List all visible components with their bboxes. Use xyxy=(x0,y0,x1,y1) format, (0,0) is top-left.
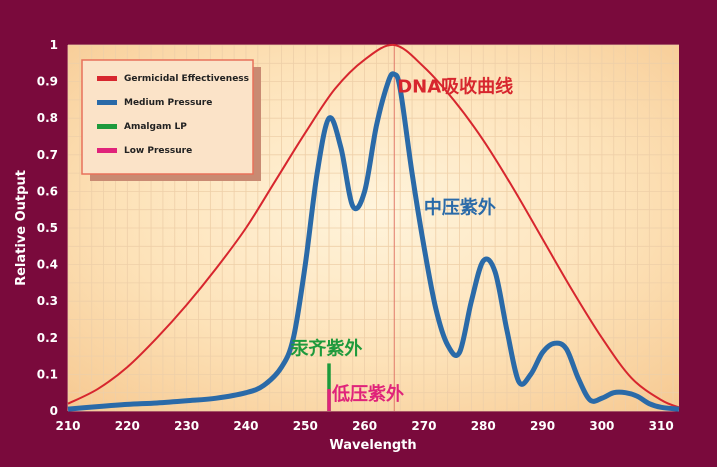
medium-pressure-line xyxy=(67,71,680,412)
x-axis-title: Wavelength xyxy=(329,438,416,453)
annotation-label: 低压紫外 xyxy=(331,383,404,405)
germicidal-effectiveness-line xyxy=(67,43,680,409)
y-tick-labels: 0 0.1 0.2 0.3 0.4 0.5 0.6 0.7 0.8 0.9 1 xyxy=(37,38,58,418)
x-tick-label: 220 xyxy=(115,419,140,433)
legend-label: Low Pressure xyxy=(124,146,192,156)
x-tick-label: 310 xyxy=(649,419,674,433)
x-tick-label: 230 xyxy=(174,419,199,433)
y-tick-label: 0.8 xyxy=(37,111,58,125)
x-tick-label: 290 xyxy=(530,419,555,433)
legend: Germicidal Effectiveness Medium Pressure A… xyxy=(81,59,261,181)
y-tick-label: 0.9 xyxy=(37,75,58,89)
legend-swatch xyxy=(97,76,117,81)
annotation-label: 中压紫外 xyxy=(424,196,496,218)
x-tick-label: 260 xyxy=(352,419,377,433)
x-tick-label: 240 xyxy=(233,419,258,433)
legend-label: Germicidal Effectiveness xyxy=(124,74,249,84)
y-tick-label: 0.6 xyxy=(37,184,58,198)
legend-items: Germicidal Effectiveness Medium Pressure A… xyxy=(97,74,249,156)
y-tick-label: 0.4 xyxy=(37,258,58,272)
x-tick-label: 300 xyxy=(589,419,614,433)
y-tick-label: 0 xyxy=(50,404,58,418)
y-tick-label: 0.7 xyxy=(37,148,58,162)
legend-label: Amalgam LP xyxy=(124,122,187,132)
x-tick-label: 270 xyxy=(411,419,436,433)
legend-label: Medium Pressure xyxy=(124,98,212,108)
x-tick-label: 280 xyxy=(471,419,496,433)
y-axis-title: Relative Output xyxy=(14,170,29,286)
x-tick-labels: 210 220 230 240 250 260 270 280 290 300 310 xyxy=(55,419,673,433)
annotation-label: DNA吸收曲线 xyxy=(397,76,513,98)
series-group xyxy=(67,43,680,412)
legend-swatch xyxy=(97,148,117,153)
x-tick-label: 210 xyxy=(55,419,80,433)
y-tick-label: 0.5 xyxy=(37,221,58,235)
y-tick-label: 0.1 xyxy=(37,367,58,381)
annotation-label: 汞齐紫外 xyxy=(290,337,362,359)
legend-swatch xyxy=(97,100,117,105)
y-tick-label: 0.2 xyxy=(37,331,58,345)
legend-swatch xyxy=(97,124,117,129)
x-tick-label: 250 xyxy=(293,419,318,433)
y-tick-label: 0.3 xyxy=(37,294,58,308)
y-tick-label: 1 xyxy=(50,38,58,52)
